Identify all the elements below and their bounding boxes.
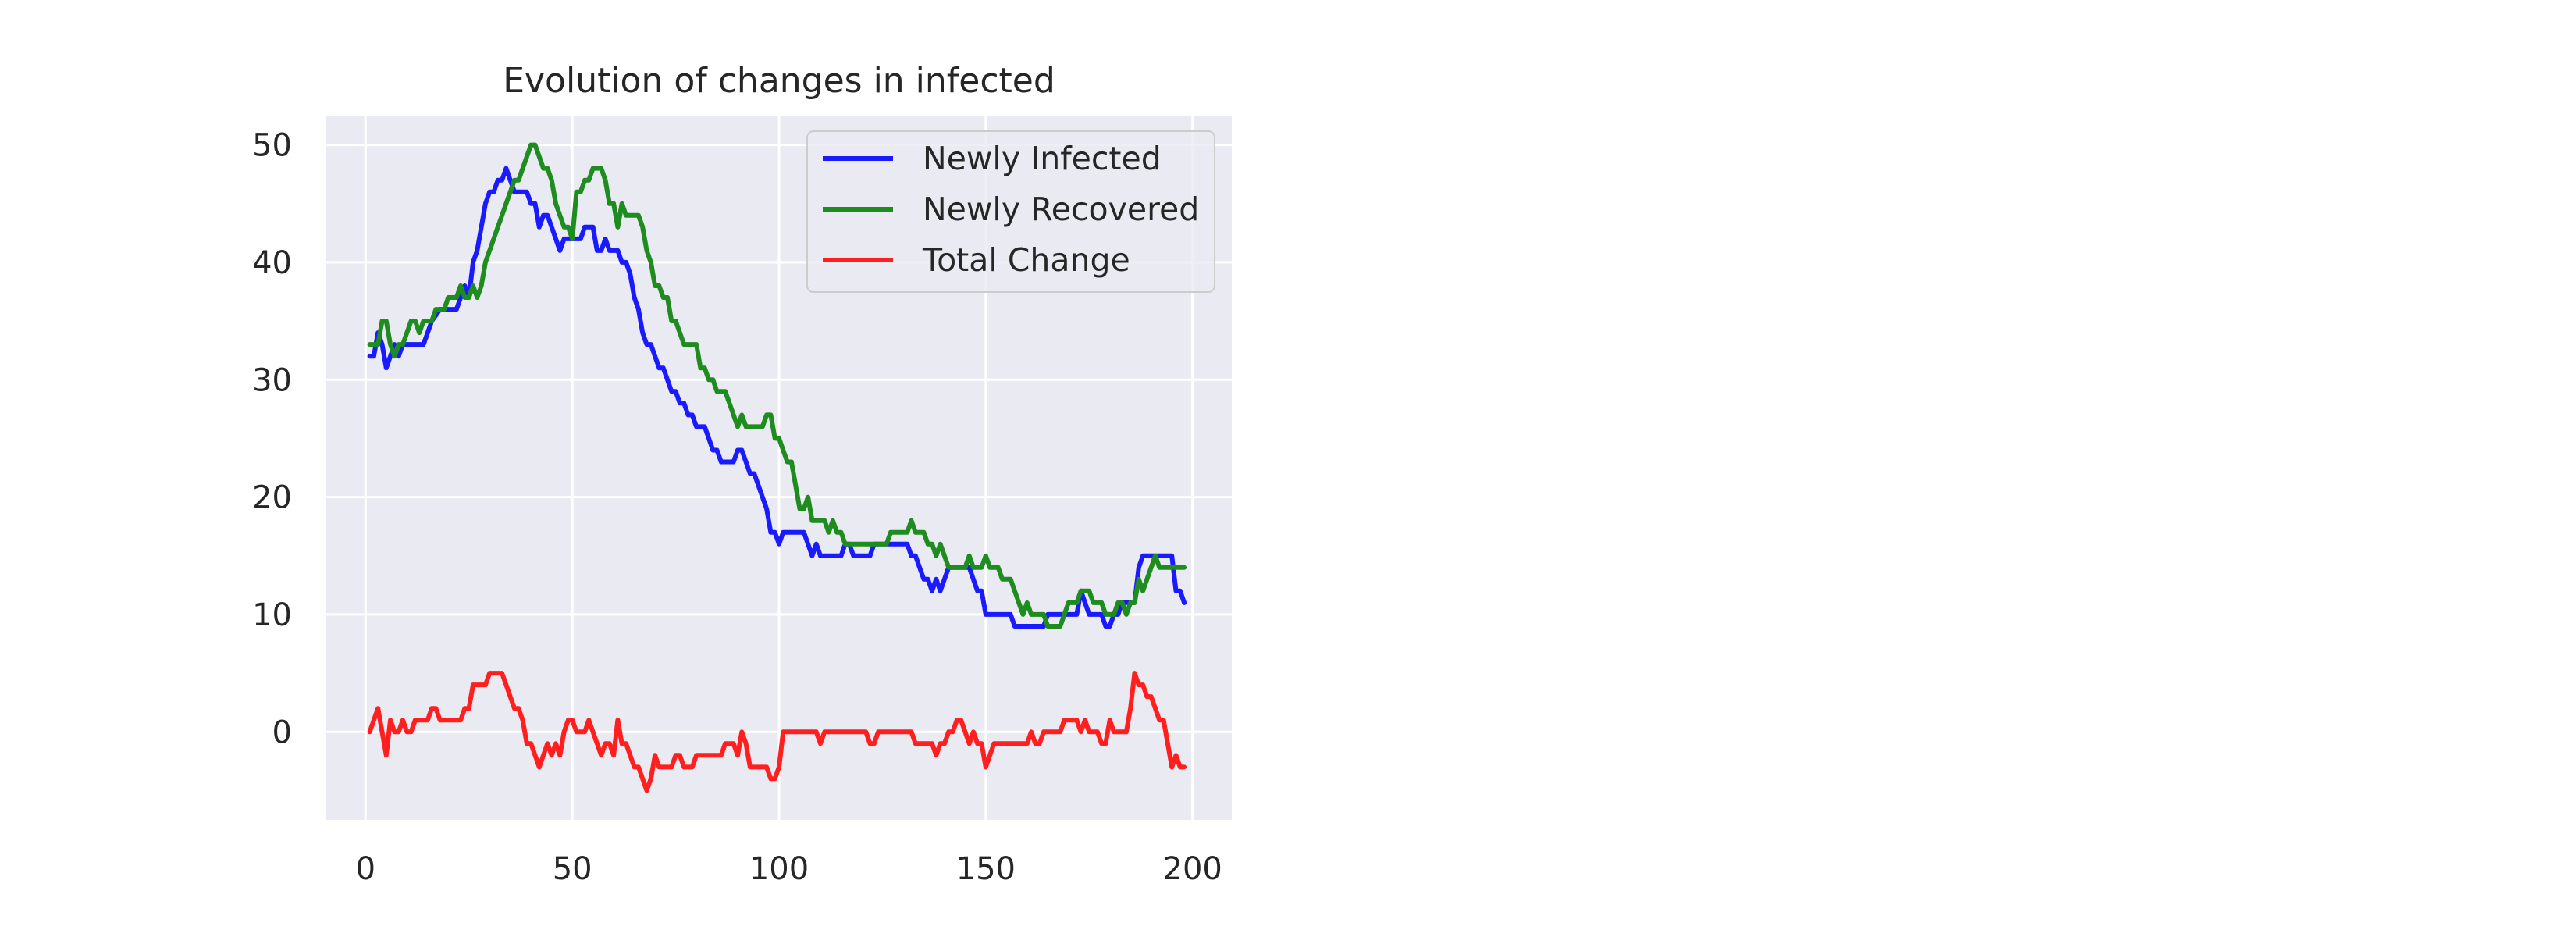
series-line-newly-recovered: [367, 142, 1187, 629]
series-lines: [367, 142, 1187, 793]
y-tick-label: 40: [252, 245, 292, 281]
y-tick-label: 30: [252, 362, 292, 398]
y-tick-label: 0: [272, 714, 292, 750]
x-tick-label: 150: [956, 851, 1016, 887]
x-tick-label: 200: [1163, 851, 1222, 887]
series-line-total-change: [367, 671, 1187, 793]
y-tick-label: 20: [252, 480, 292, 516]
legend-label-newly-infected: Newly Infected: [923, 140, 1162, 177]
y-tick-label: 50: [252, 128, 292, 164]
y-tick-labels: 0 10 20 30 40 50: [252, 128, 292, 751]
legend-label-newly-recovered: Newly Recovered: [923, 191, 1199, 228]
x-tick-label: 100: [749, 851, 809, 887]
x-tick-label: 50: [553, 851, 592, 887]
series-line-newly-infected: [367, 166, 1187, 629]
chart-title: Evolution of changes in infected: [503, 61, 1055, 101]
x-tick-label: 0: [356, 851, 375, 887]
legend-label-total-change: Total Change: [922, 241, 1130, 279]
y-tick-label: 10: [252, 597, 292, 633]
x-tick-labels: 0 50 100 150 200: [356, 851, 1222, 887]
legend-box: [806, 130, 1215, 293]
legend: Newly Infected Newly Recovered Total Cha…: [806, 130, 1215, 293]
